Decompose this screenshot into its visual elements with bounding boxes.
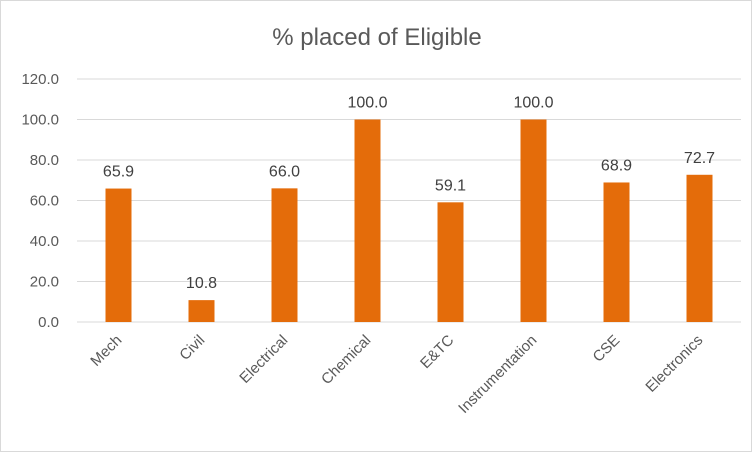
y-tick-label: 80.0 bbox=[30, 152, 59, 169]
y-tick-label: 120.0 bbox=[21, 71, 59, 88]
x-tick-label: Chemical bbox=[318, 332, 374, 388]
x-tick-label: Instrumentation bbox=[455, 332, 540, 417]
x-tick-label: Civil bbox=[176, 332, 208, 364]
data-label: 59.1 bbox=[435, 177, 466, 194]
bar bbox=[603, 182, 630, 322]
x-axis: Mech Civil Electrical Chemical E&TCInstrumen… bbox=[87, 332, 706, 417]
data-label: 72.7 bbox=[684, 150, 715, 167]
y-tick-label: 40.0 bbox=[30, 233, 59, 250]
data-label: 68.9 bbox=[601, 157, 632, 174]
data-label: 10.8 bbox=[186, 275, 217, 292]
bar bbox=[437, 202, 464, 322]
y-axis: 0.0 20.0 40.0 60.0 80.0 100.0 120.0 bbox=[21, 71, 59, 331]
x-tick-label: E&TC bbox=[417, 332, 457, 372]
gridlines bbox=[77, 78, 741, 323]
bar bbox=[105, 188, 132, 322]
data-labels: 65.9 10.8 66.0 100.0 59.1 100.0 68.9 72.7 bbox=[103, 95, 715, 293]
data-label: 100.0 bbox=[347, 95, 387, 112]
data-label: 66.0 bbox=[269, 163, 300, 180]
bars bbox=[105, 119, 713, 322]
y-tick-label: 20.0 bbox=[30, 274, 59, 291]
bar bbox=[520, 119, 547, 322]
x-tick-label: CSE bbox=[589, 332, 623, 366]
data-label: 65.9 bbox=[103, 164, 134, 181]
x-tick-label: Electrical bbox=[236, 332, 291, 387]
data-label: 100.0 bbox=[513, 95, 553, 112]
x-tick-label: Mech bbox=[87, 332, 125, 370]
chart-title: % placed of Eligible bbox=[272, 24, 481, 51]
bar bbox=[271, 188, 298, 322]
bar bbox=[354, 119, 381, 322]
bar bbox=[686, 174, 713, 322]
y-tick-label: 60.0 bbox=[30, 193, 59, 210]
bar bbox=[188, 300, 215, 322]
x-tick-label: Electronics bbox=[642, 332, 706, 396]
y-tick-label: 0.0 bbox=[38, 314, 59, 331]
y-tick-label: 100.0 bbox=[21, 112, 59, 129]
